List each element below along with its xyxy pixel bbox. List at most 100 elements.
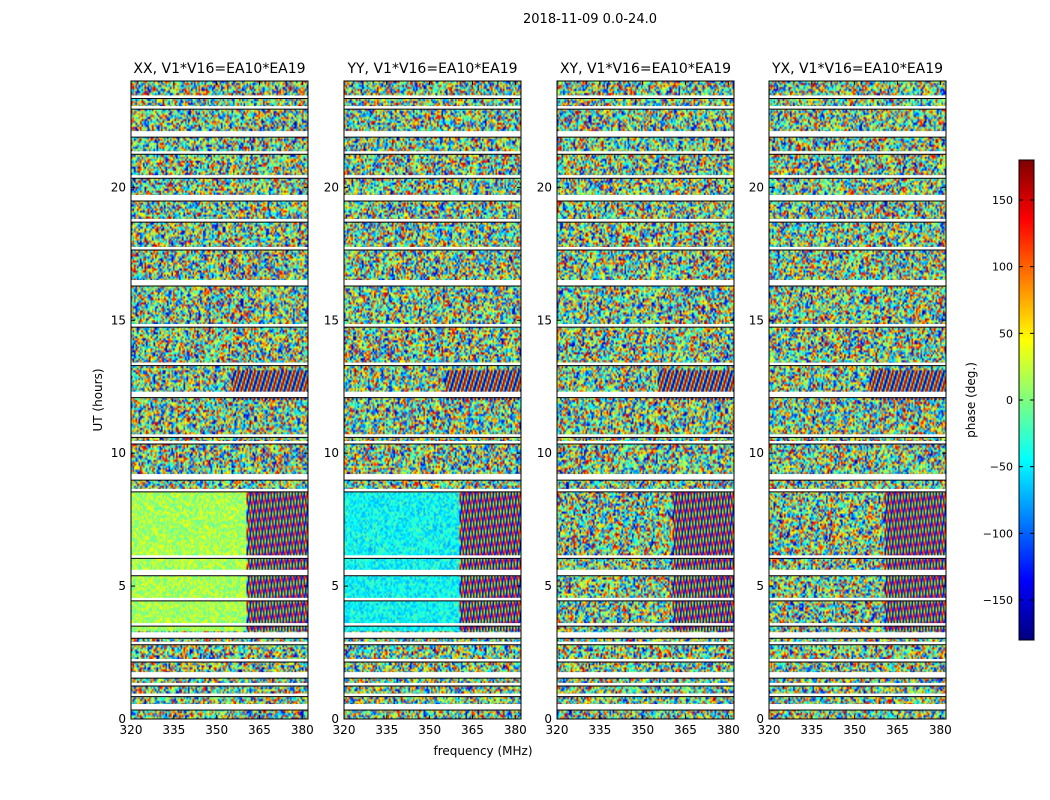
flag-gap bbox=[769, 682, 946, 686]
flag-gap bbox=[344, 474, 521, 481]
panel-title: XY, V1*V16=EA10*EA19 bbox=[560, 61, 731, 77]
flag-gap bbox=[344, 131, 521, 138]
flag-gap bbox=[769, 441, 946, 445]
panel-2: YY, V1*V16=EA10*EA19 320 335 350 365 380 0 5 10 1… bbox=[324, 61, 527, 737]
flag-gap bbox=[769, 474, 946, 481]
y-tick-label: 20 bbox=[537, 180, 552, 194]
colorbar-tick-label: 100 bbox=[992, 261, 1013, 274]
flag-gap bbox=[769, 194, 946, 201]
flag-gap bbox=[557, 632, 734, 639]
flag-gap bbox=[557, 95, 734, 99]
y-tick-label: 10 bbox=[324, 446, 339, 460]
y-tick-label: 5 bbox=[544, 579, 552, 593]
flag-gap bbox=[131, 693, 308, 697]
flag-gap bbox=[131, 659, 308, 663]
x-tick-label: 335 bbox=[588, 723, 611, 737]
x-tick-label: 320 bbox=[333, 723, 356, 737]
flag-gap bbox=[769, 434, 946, 438]
flag-gap bbox=[131, 555, 308, 559]
flag-gap bbox=[557, 693, 734, 697]
x-tick-label: 320 bbox=[120, 723, 143, 737]
flag-gap bbox=[344, 682, 521, 686]
x-tick-label: 380 bbox=[929, 723, 952, 737]
flag-gap bbox=[557, 488, 734, 492]
flag-gap bbox=[557, 106, 734, 110]
x-tick-label: 335 bbox=[800, 723, 823, 737]
panel-frame bbox=[343, 80, 522, 720]
y-tick-label: 5 bbox=[756, 579, 764, 593]
flag-gap bbox=[769, 659, 946, 663]
panel-title: YX, V1*V16=EA10*EA19 bbox=[771, 61, 943, 77]
flag-gap bbox=[344, 95, 521, 99]
flag-gap bbox=[131, 488, 308, 492]
flag-gap bbox=[769, 597, 946, 601]
flag-gap bbox=[557, 391, 734, 398]
flag-gap bbox=[769, 488, 946, 492]
flag-gap bbox=[344, 362, 521, 366]
flag-gap bbox=[344, 555, 521, 559]
flag-gap bbox=[769, 175, 946, 179]
flag-gap bbox=[131, 131, 308, 138]
panel-frame bbox=[556, 80, 735, 720]
flag-gap bbox=[344, 194, 521, 201]
y-tick-label: 0 bbox=[544, 712, 552, 726]
x-tick-label: 350 bbox=[843, 723, 866, 737]
flag-gap bbox=[769, 151, 946, 155]
flag-gap bbox=[131, 362, 308, 366]
flag-gap bbox=[557, 672, 734, 679]
flag-gap bbox=[557, 659, 734, 663]
colorbar-tick-label: 150 bbox=[992, 194, 1013, 207]
flag-gap bbox=[557, 280, 734, 287]
x-tick-label: 380 bbox=[291, 723, 314, 737]
flag-gap bbox=[131, 597, 308, 601]
flag-gap bbox=[557, 362, 734, 366]
flag-gap bbox=[131, 474, 308, 481]
flag-gap bbox=[131, 391, 308, 398]
flag-gap bbox=[344, 106, 521, 110]
flag-gap bbox=[557, 641, 734, 645]
y-tick-label: 15 bbox=[111, 313, 126, 327]
flag-gap bbox=[769, 672, 946, 679]
y-axis-label: UT (hours) bbox=[91, 368, 105, 431]
flag-gap bbox=[131, 441, 308, 445]
x-tick-label: 380 bbox=[504, 723, 527, 737]
colorbar: −150 −100 −50 0 50 100 150 phase (deg.) bbox=[964, 159, 1035, 641]
panel-1: XX, V1*V16=EA10*EA19 320 335 350 365 380 0 5 10 1… bbox=[111, 61, 314, 737]
flag-gap bbox=[769, 131, 946, 138]
flag-gap bbox=[344, 693, 521, 697]
x-tick-label: 320 bbox=[546, 723, 569, 737]
flag-gap bbox=[557, 324, 734, 328]
phase-image bbox=[769, 81, 946, 719]
flag-gap bbox=[557, 623, 734, 627]
y-tick-label: 15 bbox=[749, 313, 764, 327]
flag-gap bbox=[769, 219, 946, 223]
figure-title: 2018-11-09 0.0-24.0 bbox=[523, 12, 657, 27]
flag-gap bbox=[131, 95, 308, 99]
flag-gap bbox=[131, 280, 308, 287]
flag-gap bbox=[344, 324, 521, 328]
flag-gap bbox=[769, 246, 946, 250]
flag-gap bbox=[769, 632, 946, 639]
y-tick-label: 15 bbox=[324, 313, 339, 327]
flag-gap bbox=[557, 151, 734, 155]
flag-gap bbox=[344, 391, 521, 398]
flag-gap bbox=[769, 106, 946, 110]
flag-gap bbox=[769, 693, 946, 697]
panel-frame bbox=[768, 80, 947, 720]
flag-gap bbox=[131, 569, 308, 576]
x-tick-label: 350 bbox=[631, 723, 654, 737]
flag-gap bbox=[557, 441, 734, 445]
panel-frame bbox=[130, 80, 309, 720]
flag-gap bbox=[557, 246, 734, 250]
y-tick-label: 10 bbox=[537, 446, 552, 460]
y-tick-label: 20 bbox=[111, 180, 126, 194]
flag-gap bbox=[344, 151, 521, 155]
flag-gap bbox=[769, 95, 946, 99]
flag-gap bbox=[769, 280, 946, 287]
colorbar-tick-label: −100 bbox=[983, 527, 1013, 540]
flag-gap bbox=[344, 632, 521, 639]
colorbar-tick-label: 0 bbox=[1006, 394, 1013, 407]
flag-gap bbox=[769, 555, 946, 559]
colorbar-tick-label: −150 bbox=[983, 594, 1013, 607]
